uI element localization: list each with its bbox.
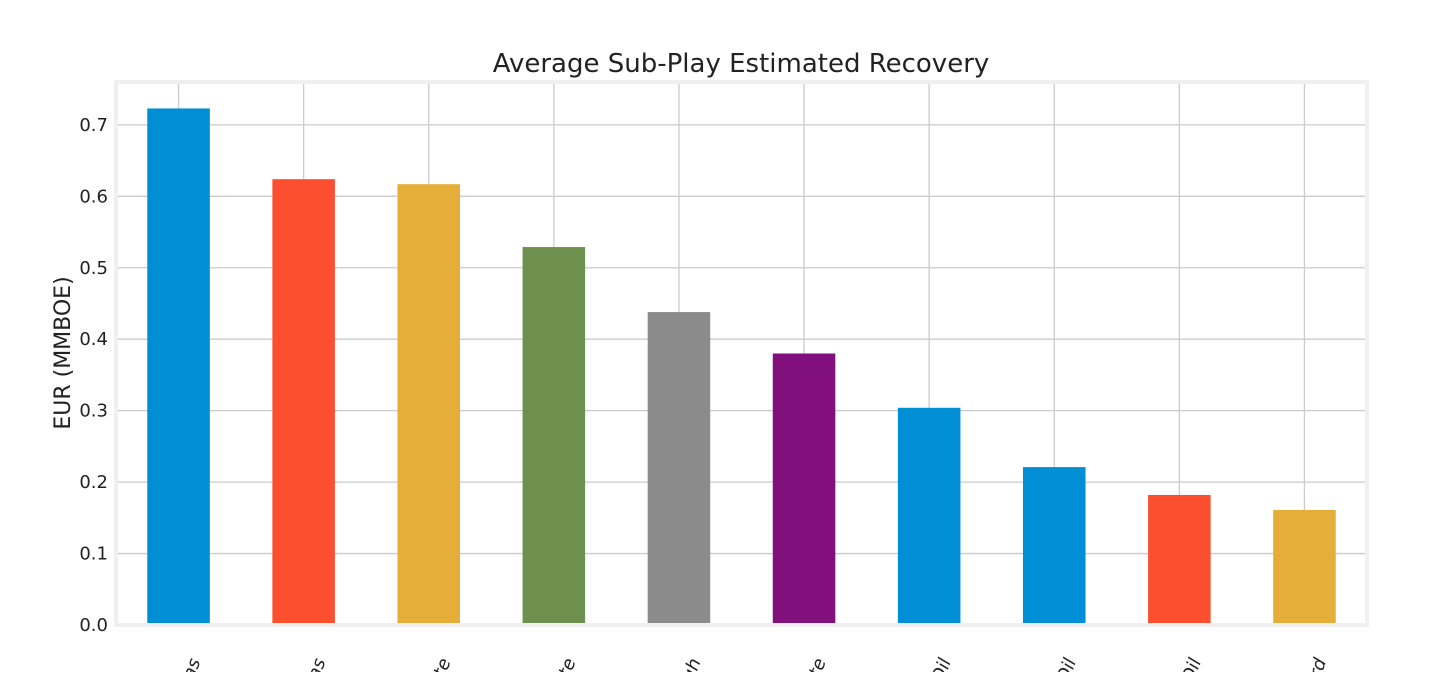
y-tick-label: 0.7 [79, 115, 108, 136]
bar [1022, 467, 1086, 625]
chart-title: Average Sub-Play Estimated Recovery [493, 49, 990, 79]
bar [1148, 494, 1211, 625]
plot-border [114, 80, 1369, 627]
y-tick-label: 0.5 [79, 258, 108, 279]
y-tick-label: 0.3 [79, 401, 108, 422]
bar [772, 353, 836, 625]
bar [397, 184, 461, 625]
bar [897, 407, 961, 625]
bar [272, 179, 335, 625]
y-axis-label: EUR (MMBOE) [51, 276, 76, 429]
bar [647, 312, 711, 625]
bar [147, 108, 210, 625]
y-tick-label: 0.0 [79, 615, 108, 636]
bars [147, 108, 1336, 625]
bar [1273, 509, 1336, 625]
y-tick-label: 0.2 [79, 472, 108, 493]
y-tick-label: 0.4 [79, 329, 108, 350]
y-tick-label: 0.1 [79, 544, 108, 565]
bar [522, 247, 586, 625]
y-tick-label: 0.6 [79, 186, 108, 207]
y-tick-labels: 0.0 0.1 0.2 0.3 0.4 0.5 0.6 0.7 [79, 115, 108, 636]
plot-frame [114, 80, 1369, 627]
